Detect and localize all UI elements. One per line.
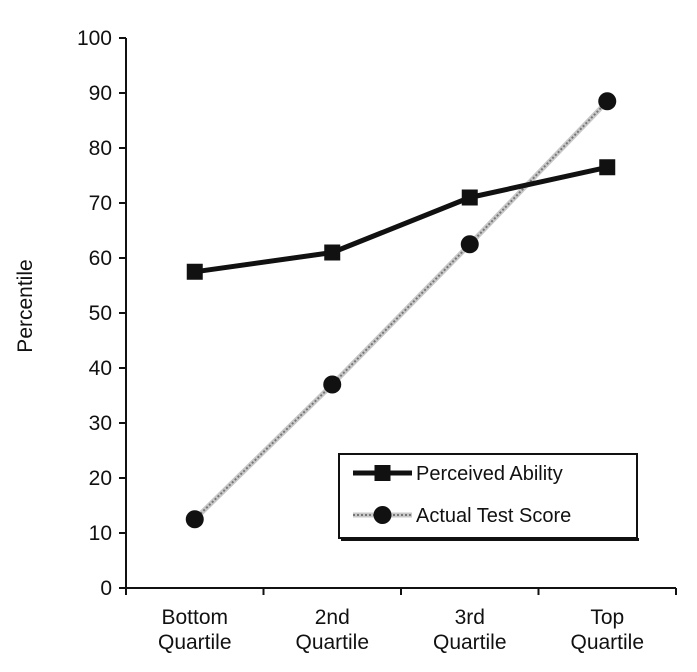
y-tick-label: 70 — [89, 192, 112, 215]
x-category-label-line: Quartile — [433, 631, 507, 654]
series-perceived-ability — [186, 159, 616, 280]
legend-marker-square — [374, 465, 391, 481]
legend-label: Perceived Ability — [416, 463, 563, 485]
legend-box-shadow — [341, 538, 639, 541]
x-category-label: Bottom Quartile — [158, 606, 232, 654]
data-point-square — [461, 189, 478, 206]
data-point-circle — [323, 375, 342, 394]
x-category-label: 3rd Quartile — [433, 606, 507, 654]
data-point-square — [324, 244, 341, 261]
y-tick-label: 40 — [89, 357, 112, 380]
data-point-square — [186, 263, 203, 280]
y-tick-label: 0 — [100, 577, 112, 600]
y-tick-label: 10 — [89, 522, 112, 545]
legend-marker-circle — [373, 506, 392, 524]
data-point-circle — [598, 92, 617, 111]
series-line — [194, 100, 609, 521]
x-category-label-line: Quartile — [158, 631, 232, 654]
data-point-circle — [185, 510, 204, 529]
y-tick-label: 20 — [89, 467, 112, 490]
y-tick-label: 80 — [89, 137, 112, 160]
series-layer — [185, 92, 617, 529]
y-tick-label: 100 — [77, 27, 112, 50]
x-category-label-line: Top — [590, 606, 624, 629]
legend-item: Perceived Ability — [353, 463, 563, 485]
legend-item: Actual Test Score — [353, 505, 571, 527]
y-tick-label: 60 — [89, 247, 112, 270]
x-category-label: 2nd Quartile — [295, 606, 369, 654]
x-category-label: Top Quartile — [570, 606, 644, 654]
x-category-label-line: Bottom — [161, 606, 228, 629]
series-actual-test-score — [185, 92, 617, 529]
data-point-circle — [460, 235, 479, 254]
x-category-label-line: 3rd — [455, 606, 485, 629]
legend-label: Actual Test Score — [416, 505, 571, 527]
series-line — [194, 164, 608, 275]
legend: Perceived Ability Actual Test Score — [338, 453, 639, 541]
y-tick-label: 30 — [89, 412, 112, 435]
y-tick-label: 90 — [89, 82, 112, 105]
data-point-square — [599, 159, 616, 176]
y-axis-title: Percentile — [14, 259, 37, 352]
x-category-label-line: 2nd — [315, 606, 350, 629]
x-category-label-line: Quartile — [570, 631, 644, 654]
y-tick-label: 50 — [89, 302, 112, 325]
x-category-label-line: Quartile — [295, 631, 369, 654]
